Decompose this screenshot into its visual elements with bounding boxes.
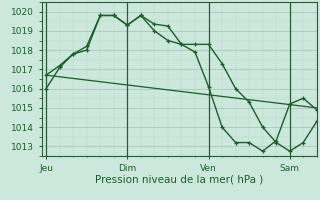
X-axis label: Pression niveau de la mer( hPa ): Pression niveau de la mer( hPa ) [95,174,263,184]
